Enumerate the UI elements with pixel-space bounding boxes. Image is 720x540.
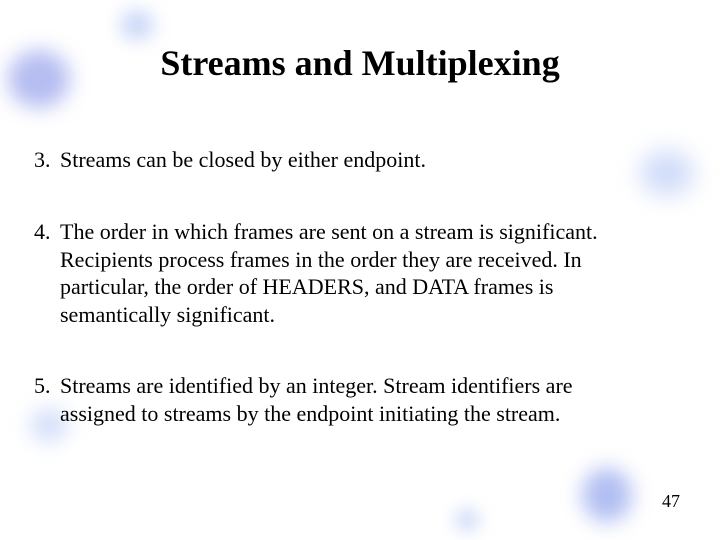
item-text-line: assigned to streams by the endpoint init… (34, 400, 654, 428)
item-number: 5. (34, 372, 60, 400)
slide-title: Streams and Multiplexing (0, 42, 720, 84)
item-text-line: The order in which frames are sent on a … (60, 219, 598, 244)
bg-blob (582, 468, 632, 522)
bg-blob (454, 508, 480, 532)
item-number: 3. (34, 146, 60, 174)
item-number: 4. (34, 218, 60, 246)
bg-blob (120, 10, 154, 40)
list-item-5: 5.Streams are identified by an integer. … (34, 372, 654, 427)
page-number: 47 (662, 491, 680, 512)
slide: Streams and Multiplexing 3.Streams can b… (0, 0, 720, 540)
item-text-line: Streams are identified by an integer. St… (60, 373, 573, 398)
item-text: Streams can be closed by either endpoint… (60, 147, 426, 172)
list-item-3: 3.Streams can be closed by either endpoi… (34, 146, 674, 174)
item-text-line: Recipients process frames in the order t… (34, 246, 654, 274)
item-text-line: particular, the order of HEADERS, and DA… (34, 273, 654, 301)
list-item-4: 4.The order in which frames are sent on … (34, 218, 654, 328)
item-text-line: semantically significant. (34, 301, 654, 329)
